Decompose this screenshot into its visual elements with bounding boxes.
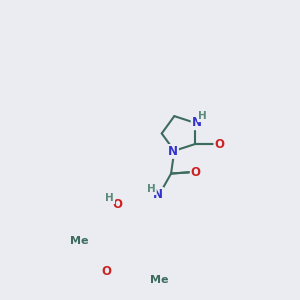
Text: H: H	[147, 184, 156, 194]
Text: O: O	[191, 166, 201, 179]
Text: O: O	[113, 198, 123, 211]
Text: O: O	[102, 265, 112, 278]
Text: O: O	[214, 138, 224, 151]
Text: N: N	[168, 145, 178, 158]
Text: H: H	[106, 193, 114, 203]
Text: Me: Me	[150, 274, 169, 285]
Text: H: H	[198, 111, 207, 121]
Text: N: N	[153, 188, 163, 201]
Text: Me: Me	[70, 236, 89, 246]
Text: N: N	[192, 116, 202, 129]
